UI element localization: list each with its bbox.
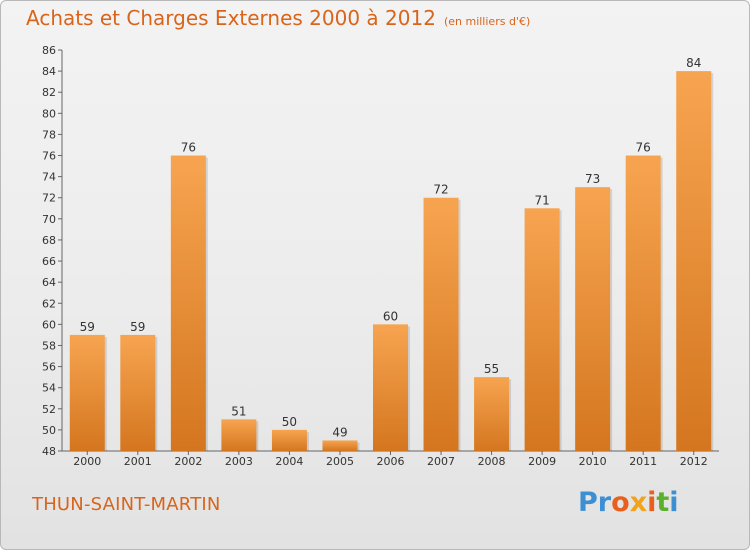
bar-value-label: 50 — [282, 415, 297, 429]
bar — [322, 440, 358, 451]
bar — [221, 419, 257, 451]
bar — [524, 208, 560, 451]
y-tick-label: 70 — [42, 213, 56, 226]
bar-value-label: 72 — [433, 183, 448, 197]
bar-value-label: 49 — [332, 425, 347, 439]
proxiti-logo: Proxiti — [578, 487, 679, 518]
x-tick-label: 2002 — [174, 455, 202, 468]
y-tick-label: 84 — [42, 65, 56, 78]
x-tick-label: 2011 — [629, 455, 657, 468]
commune-name: THUN-SAINT-MARTIN — [32, 494, 221, 515]
y-tick-label: 48 — [42, 445, 56, 458]
y-tick-label: 74 — [42, 171, 56, 184]
y-tick-label: 64 — [42, 276, 56, 289]
chart-subtitle: (en milliers d'€) — [443, 15, 531, 28]
y-tick-label: 58 — [42, 339, 56, 352]
x-tick-label: 2005 — [326, 455, 354, 468]
bar — [625, 155, 661, 452]
x-tick-label: 2000 — [73, 455, 101, 468]
bar — [676, 71, 712, 452]
logo-letter: o — [611, 487, 630, 518]
bar — [120, 334, 156, 451]
logo-letter: i — [647, 487, 657, 518]
bar — [271, 429, 307, 451]
bar-value-label: 76 — [636, 141, 651, 155]
y-tick-label: 80 — [42, 107, 56, 120]
bar — [474, 377, 510, 451]
x-tick-label: 2010 — [579, 455, 607, 468]
y-tick-label: 72 — [42, 192, 56, 205]
y-tick-label: 66 — [42, 255, 56, 268]
bar-value-label: 59 — [80, 320, 95, 334]
y-tick-label: 68 — [42, 234, 56, 247]
bar-value-label: 59 — [130, 320, 145, 334]
logo-letter: i — [669, 487, 679, 518]
bar-value-label: 73 — [585, 172, 600, 186]
x-tick-label: 2007 — [427, 455, 455, 468]
x-tick-label: 2012 — [680, 455, 708, 468]
x-tick-label: 2008 — [478, 455, 506, 468]
bar-value-label: 55 — [484, 362, 499, 376]
bar-value-label: 71 — [534, 193, 549, 207]
bar-value-label: 76 — [181, 141, 196, 155]
y-tick-label: 78 — [42, 128, 56, 141]
y-tick-label: 50 — [42, 424, 56, 437]
y-tick-label: 62 — [42, 297, 56, 310]
logo-letter: t — [656, 487, 670, 518]
logo-letter: x — [629, 487, 648, 518]
bar — [373, 324, 408, 451]
chart-title: Achats et Charges Externes 2000 à 2012 (e… — [26, 6, 530, 30]
y-tick-label: 60 — [42, 318, 56, 331]
x-tick-label: 2006 — [377, 455, 405, 468]
bar — [423, 197, 459, 451]
bar — [575, 187, 611, 451]
bar — [69, 334, 105, 451]
bar-value-label: 51 — [231, 404, 246, 418]
y-tick-label: 86 — [42, 44, 56, 57]
bar — [170, 155, 206, 452]
x-tick-label: 2009 — [528, 455, 556, 468]
y-tick-label: 82 — [42, 86, 56, 99]
y-tick-label: 56 — [42, 361, 56, 374]
bar-value-label: 60 — [383, 309, 398, 323]
y-tick-label: 76 — [42, 150, 56, 163]
x-tick-label: 2004 — [275, 455, 303, 468]
y-tick-label: 54 — [42, 382, 56, 395]
x-tick-label: 2001 — [124, 455, 152, 468]
chart-title-text: Achats et Charges Externes 2000 à 2012 — [26, 6, 436, 30]
y-tick-label: 52 — [42, 403, 56, 416]
x-tick-label: 2003 — [225, 455, 253, 468]
logo-letter: r — [597, 487, 612, 518]
bar-value-label: 84 — [686, 56, 701, 70]
logo-letter: P — [578, 487, 598, 518]
